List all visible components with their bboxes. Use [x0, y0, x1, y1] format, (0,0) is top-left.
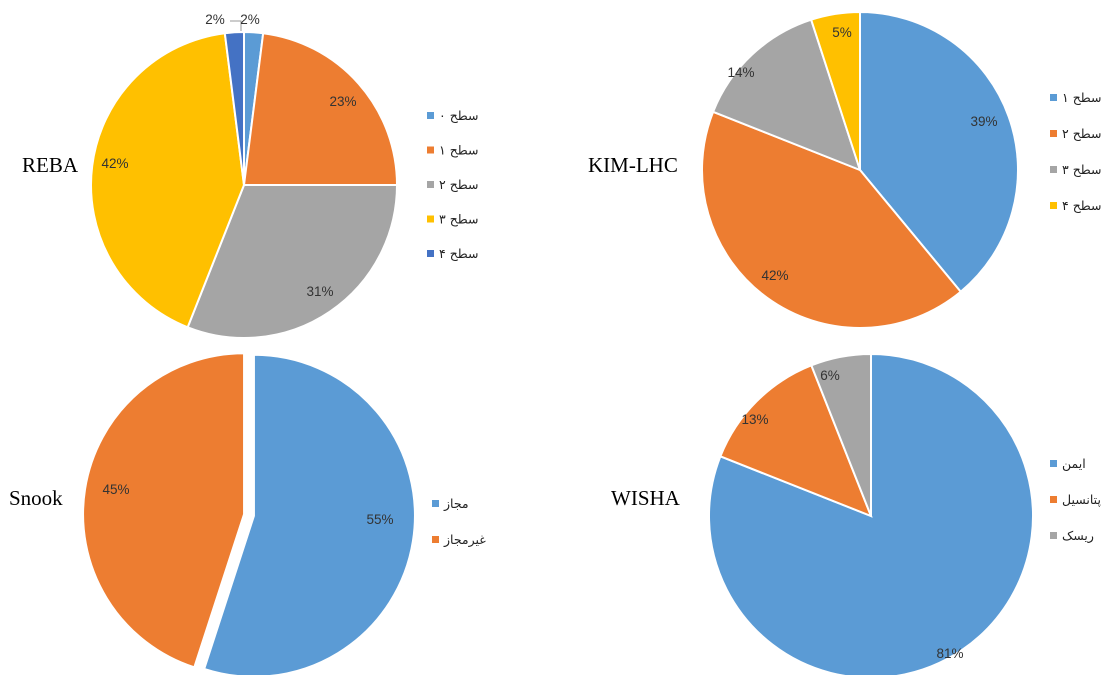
legend-label: سطح ۱: [439, 143, 479, 158]
data-label: 23%: [329, 94, 356, 109]
legend-swatch: [427, 181, 434, 188]
data-label: 31%: [306, 284, 333, 299]
pie-slice: [810, 352, 872, 517]
pie-chart-2: 55% 45% Snook مجاز غیرمجاز: [9, 352, 486, 675]
chart-title: WISHA: [611, 486, 681, 510]
legend-swatch: [1050, 496, 1057, 503]
data-label: 6%: [820, 368, 840, 383]
data-label: 42%: [101, 156, 128, 171]
pie-slice: [186, 184, 399, 339]
legend-label: سطح ۳: [1062, 162, 1102, 177]
legend-swatch: [432, 500, 439, 507]
data-label: 81%: [936, 646, 963, 661]
legend-swatch: [427, 250, 434, 257]
pie-slice: [90, 32, 246, 329]
legend-label: سطح ۰: [439, 108, 479, 123]
data-label: 14%: [727, 65, 754, 80]
data-label: 55%: [366, 512, 393, 527]
legend-swatch: [427, 146, 434, 154]
data-label: 45%: [102, 482, 129, 497]
chart-title: Snook: [9, 486, 63, 510]
data-label: 42%: [761, 268, 788, 283]
data-label: 5%: [832, 25, 852, 40]
legend-label: سطح ۴: [1062, 198, 1102, 213]
data-label: 13%: [741, 412, 768, 427]
pie-slice: [82, 352, 246, 669]
pie-slice: [223, 30, 245, 186]
legend-swatch: [1050, 130, 1057, 137]
legend-swatch: [1050, 202, 1057, 209]
legend-label: ریسک: [1062, 528, 1094, 544]
legend-label: سطح ۳: [439, 212, 479, 227]
legend-swatch: [427, 112, 434, 119]
legend-label: غیرمجاز: [443, 532, 486, 548]
pie-chart-3: 81% 13% 6% WISHA ایمن پتانسیل ریسک: [611, 352, 1101, 675]
pie-slice: [809, 10, 861, 171]
legend-swatch: [432, 536, 439, 543]
legend-label: ایمن: [1062, 456, 1086, 472]
pie-chart-0: 2% 23% 31% 42% 2% REBA سطح ۰ سطح ۱ سطح ۲ سطح ۳ سطح…: [22, 12, 479, 339]
data-label: 2%: [205, 12, 225, 27]
legend-swatch: [1050, 166, 1057, 173]
leader-line: [230, 20, 242, 31]
pie-chart-1: 39% 42% 14% 5% KIM-LHC سطح ۱ سطح ۲ سطح ۳ سطح ۴: [588, 10, 1102, 329]
chart-title: REBA: [22, 153, 79, 177]
pie-slice: [202, 353, 416, 675]
chart-title: KIM-LHC: [588, 153, 678, 177]
data-label: 39%: [970, 114, 997, 129]
legend-swatch: [427, 215, 434, 223]
legend-label: سطح ۱: [1062, 90, 1102, 105]
legend-label: سطح ۴: [439, 246, 479, 261]
pie-slice: [719, 364, 873, 518]
legend-swatch: [1050, 532, 1057, 539]
pie-slice: [701, 110, 963, 329]
data-label: 2%: [240, 12, 260, 27]
pie-slice: [242, 32, 399, 186]
pie-slice: [859, 10, 1019, 294]
legend-swatch: [1050, 94, 1057, 101]
legend-label: سطح ۲: [1062, 126, 1102, 141]
legend-swatch: [1050, 460, 1057, 467]
legend-label: مجاز: [443, 496, 469, 512]
legend-label: پتانسیل: [1062, 492, 1101, 507]
legend-label: سطح ۲: [439, 177, 479, 192]
